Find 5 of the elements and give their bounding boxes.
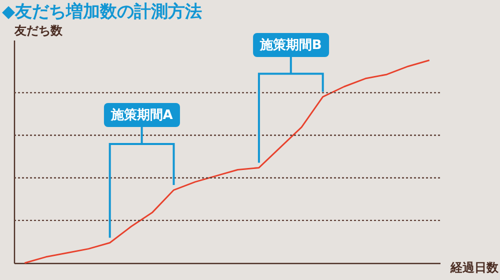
annotation: 施策期間A <box>104 103 180 128</box>
y-axis-title: 友だち数 <box>14 24 64 38</box>
text: 施策期間B <box>252 32 329 57</box>
chart-title: ◆友だち増加数の計測方法 <box>2 1 202 22</box>
x-axis-title: 経過日数 <box>450 260 500 274</box>
